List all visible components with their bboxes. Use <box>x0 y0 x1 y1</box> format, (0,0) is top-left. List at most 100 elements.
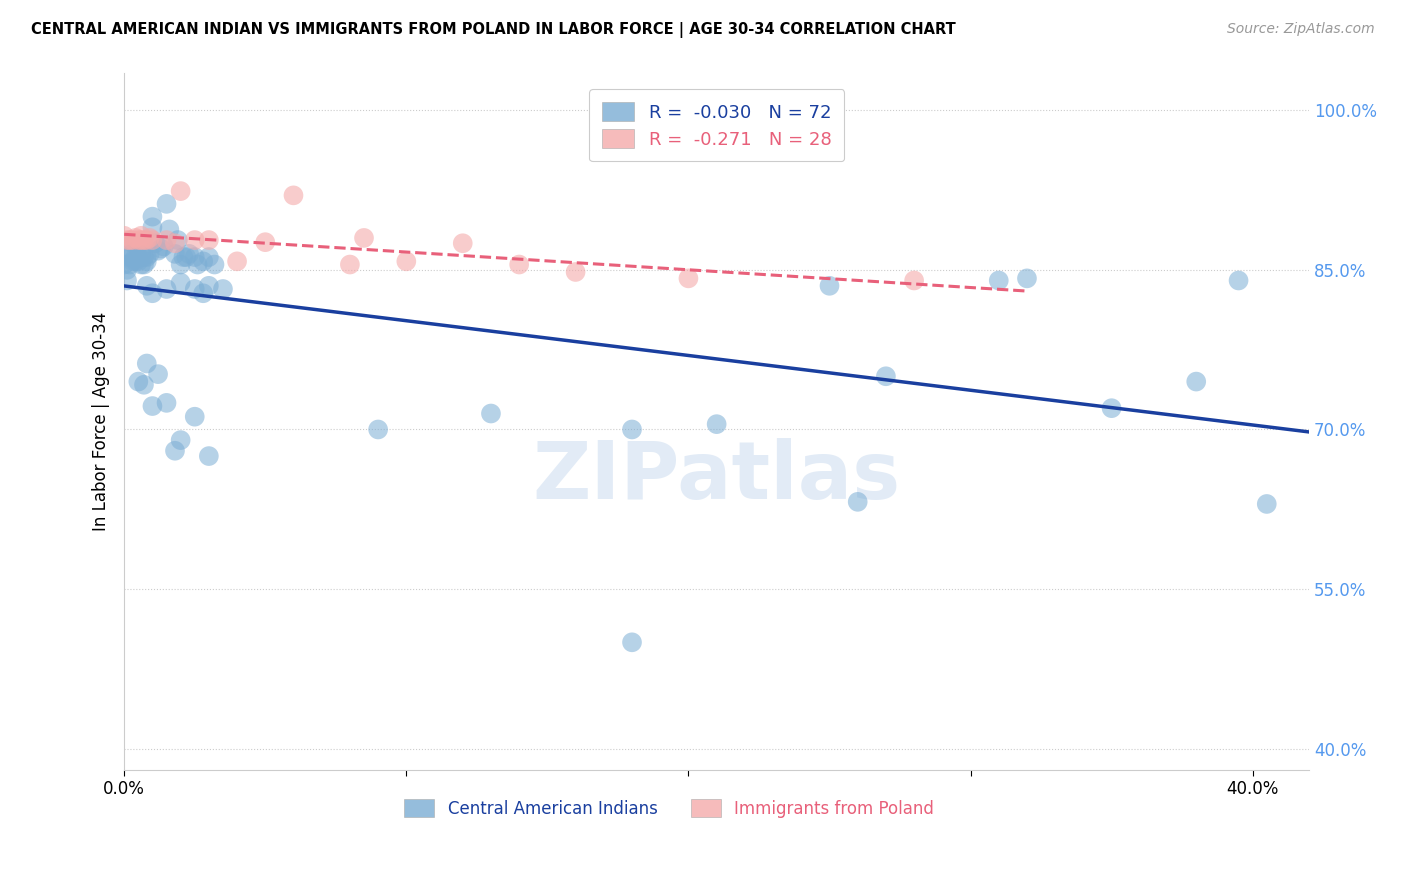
Text: CENTRAL AMERICAN INDIAN VS IMMIGRANTS FROM POLAND IN LABOR FORCE | AGE 30-34 COR: CENTRAL AMERICAN INDIAN VS IMMIGRANTS FR… <box>31 22 956 38</box>
Point <box>1015 271 1038 285</box>
Point <box>135 233 157 247</box>
Point <box>141 210 163 224</box>
Point <box>451 236 474 251</box>
Point <box>138 231 160 245</box>
Point <box>184 233 207 247</box>
Point <box>621 422 644 436</box>
Point <box>112 242 135 256</box>
Point <box>212 282 235 296</box>
Point <box>124 250 146 264</box>
Point <box>283 188 305 202</box>
Point <box>132 377 155 392</box>
Legend: Central American Indians, Immigrants from Poland: Central American Indians, Immigrants fro… <box>398 792 941 824</box>
Point <box>127 233 149 247</box>
Point <box>163 443 186 458</box>
Point <box>367 422 389 436</box>
Point <box>118 258 141 272</box>
Point <box>157 222 180 236</box>
Point <box>193 286 215 301</box>
Point <box>115 263 138 277</box>
Point <box>127 254 149 268</box>
Point <box>508 258 530 272</box>
Point <box>184 250 207 264</box>
Point <box>1256 497 1278 511</box>
Point <box>132 258 155 272</box>
Point <box>198 233 221 247</box>
Text: Source: ZipAtlas.com: Source: ZipAtlas.com <box>1227 22 1375 37</box>
Point <box>149 242 172 256</box>
Text: ZIPatlas: ZIPatlas <box>533 438 901 516</box>
Point <box>187 258 209 272</box>
Point <box>121 233 143 247</box>
Point <box>124 254 146 268</box>
Point <box>112 228 135 243</box>
Point <box>166 233 188 247</box>
Point <box>479 407 502 421</box>
Point <box>226 254 249 268</box>
Point <box>875 369 897 384</box>
Point <box>678 271 700 285</box>
Point <box>177 247 200 261</box>
Point <box>339 258 361 272</box>
Point <box>163 236 186 251</box>
Point <box>115 273 138 287</box>
Point <box>169 276 191 290</box>
Point <box>155 282 177 296</box>
Point <box>155 197 177 211</box>
Point <box>143 236 166 251</box>
Point <box>118 233 141 247</box>
Point <box>818 278 841 293</box>
Point <box>198 449 221 463</box>
Point <box>184 409 207 424</box>
Point <box>169 433 191 447</box>
Point <box>141 220 163 235</box>
Point <box>129 258 152 272</box>
Point <box>152 239 174 253</box>
Point <box>112 258 135 272</box>
Point <box>1101 401 1123 416</box>
Point <box>138 247 160 261</box>
Point <box>118 250 141 264</box>
Point <box>184 282 207 296</box>
Point <box>204 258 226 272</box>
Point <box>141 399 163 413</box>
Point <box>127 375 149 389</box>
Point <box>1185 375 1208 389</box>
Point <box>163 247 186 261</box>
Point <box>198 250 221 264</box>
Point <box>129 247 152 261</box>
Point <box>146 367 169 381</box>
Point <box>172 250 194 264</box>
Point <box>121 247 143 261</box>
Point <box>903 273 925 287</box>
Point <box>155 233 177 247</box>
Point <box>124 231 146 245</box>
Point <box>621 635 644 649</box>
Point <box>174 250 197 264</box>
Point <box>127 237 149 252</box>
Point <box>135 254 157 268</box>
Point <box>1227 273 1250 287</box>
Point <box>198 278 221 293</box>
Point <box>135 278 157 293</box>
Point <box>129 228 152 243</box>
Point <box>146 244 169 258</box>
Y-axis label: In Labor Force | Age 30-34: In Labor Force | Age 30-34 <box>93 312 110 531</box>
Point <box>135 250 157 264</box>
Point <box>846 495 869 509</box>
Point <box>132 233 155 247</box>
Point <box>135 357 157 371</box>
Point <box>706 417 728 432</box>
Point <box>395 254 418 268</box>
Point <box>121 254 143 268</box>
Point <box>169 184 191 198</box>
Point <box>193 254 215 268</box>
Point <box>132 250 155 264</box>
Point <box>169 258 191 272</box>
Point <box>353 231 375 245</box>
Point <box>127 250 149 264</box>
Point <box>115 233 138 247</box>
Point <box>987 273 1010 287</box>
Point <box>129 233 152 247</box>
Point <box>141 233 163 247</box>
